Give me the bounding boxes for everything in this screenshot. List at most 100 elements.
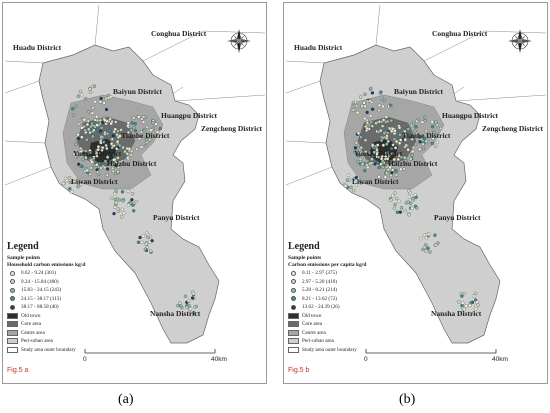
sample-point [420,120,425,124]
sample-point [363,168,367,173]
legend-title: Legend [7,241,39,252]
sample-point [77,122,81,126]
legend-area-label: Study area outer boundary [21,346,76,353]
sample-point [190,296,195,300]
sample-point [113,205,117,209]
sample-point [384,120,388,124]
sample-point [468,303,472,308]
sample-point [84,155,88,160]
sample-point [121,145,125,150]
sample-point [402,167,406,171]
sample-point [374,121,378,125]
sample-point [396,157,400,162]
sample-point [141,120,146,124]
sample-point [372,146,376,150]
sample-point [409,135,413,139]
sample-point [354,175,358,180]
sample-point [371,153,375,158]
sample-point [176,304,180,308]
sample-point [460,310,464,315]
sample-point [403,156,407,160]
sample-point [126,203,131,207]
sample-point [128,201,133,206]
sample-point [90,121,94,126]
sample-point [77,184,81,188]
sample-point [91,134,95,139]
sample-point [410,153,414,157]
sample-point [422,245,427,249]
sample-point [136,240,141,244]
sample-point [390,129,394,134]
sample-point [359,181,363,185]
sample-point [457,300,461,304]
sample-point [114,201,118,205]
sample-point [126,121,131,125]
legend-swatch [10,270,15,276]
sample-point [183,294,188,298]
sample-point [360,104,364,108]
sample-point [392,137,397,141]
legend-area-row: Peri-urban area [288,337,408,346]
sample-point [123,154,128,158]
sample-point [360,162,365,166]
sample-point [95,115,99,119]
sample-point [384,151,388,155]
sample-point [391,143,395,147]
sample-point [99,96,103,101]
sample-point [424,236,428,240]
sample-point [110,137,114,141]
sample-point [93,100,97,104]
sample-point [141,234,146,238]
sample-point [114,160,118,165]
label-zengcheng: Zengcheng District [482,124,544,133]
sample-point [126,130,131,135]
sample-point [191,292,196,296]
fig-label-a: Fig.5 a [7,367,29,374]
sample-point [397,126,402,130]
sample-point [150,239,154,243]
sample-point [117,198,121,202]
sample-point [111,133,116,138]
sample-point [96,145,101,149]
sample-point [118,143,122,148]
sample-point [72,152,76,156]
sample-point [390,151,394,156]
legend-area-label: Peri-urban area [21,338,53,345]
sample-point [430,120,434,124]
sample-point [344,184,348,188]
sample-point [422,136,427,141]
sample-point [381,136,385,140]
sample-point [61,181,66,186]
sample-point [78,150,83,154]
sample-point [113,171,117,176]
district-boundary [4,60,44,94]
sample-point [346,173,351,177]
legend-variable: Carbon emissions per capita kg/d [288,262,367,268]
sample-point [368,114,373,118]
sample-point [74,104,79,108]
sample-point [116,129,120,133]
label-baiyun: Baiyun District [113,87,162,96]
scale-bar-a [84,349,216,354]
sample-point [377,175,381,179]
sample-point [148,138,152,142]
sample-point [430,141,434,146]
sample-point [384,115,388,119]
legend-class-label: 24.15 - 38.17 (113) [21,295,62,302]
sample-point [88,87,92,91]
legend-swatch [10,287,15,293]
sample-point [389,118,393,123]
sample-point [406,148,410,152]
legend-swatch [10,304,15,310]
legend-swatch [10,296,15,302]
sample-point [416,118,420,122]
legend-swatch [7,346,18,353]
sample-point [118,134,122,138]
sample-point [86,119,90,123]
sample-point [137,136,142,141]
sample-point [462,307,466,312]
sample-point [74,142,78,147]
legend-areas-a: Old town Core area Centre area Peri-urban a… [7,312,127,355]
district-boundary [285,166,333,186]
sample-point [438,126,443,131]
